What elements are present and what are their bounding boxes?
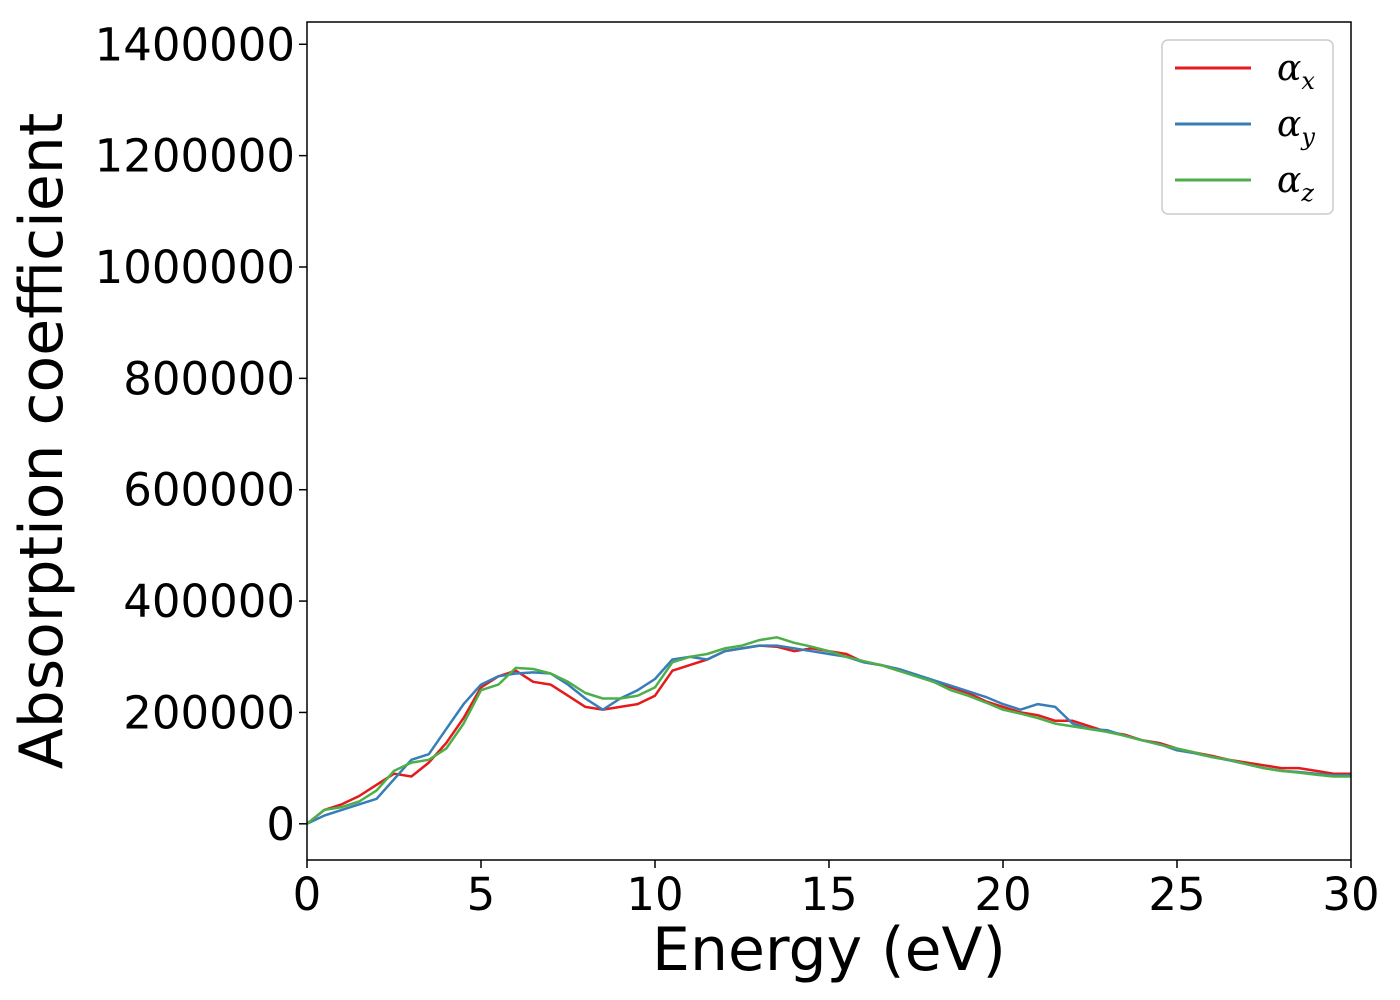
x-axis: 0 5 10 15 20 25 30 [293, 860, 1380, 921]
x-tick-label: 10 [626, 868, 683, 921]
y-tick-label: 600000 [123, 464, 295, 517]
y-tick-label: 800000 [123, 352, 295, 405]
legend-box [1161, 39, 1334, 215]
y-tick-label: 1400000 [95, 18, 295, 71]
series-layer [306, 636, 1351, 825]
series-line-z [306, 636, 1351, 825]
x-tick-label: 30 [1322, 868, 1379, 921]
y-tick-label: 400000 [123, 575, 295, 628]
y-axis-label: Absorption coefficient [7, 113, 77, 770]
x-tick-label: 15 [800, 868, 857, 921]
y-tick-label: 0 [266, 798, 295, 851]
y-tick-label: 200000 [123, 686, 295, 739]
x-tick-label: 20 [974, 868, 1031, 921]
y-tick-label: 1000000 [95, 241, 295, 294]
x-tick-label: 25 [1148, 868, 1205, 921]
x-tick-label: 5 [467, 868, 496, 921]
series-line-y [306, 644, 1351, 825]
y-tick-label: 1200000 [95, 130, 295, 183]
x-tick-label: 0 [293, 868, 322, 921]
y-axis: 0 200000 400000 600000 800000 1000000 1200000 1… [95, 18, 307, 851]
x-axis-label: Energy (eV) [652, 915, 1006, 985]
